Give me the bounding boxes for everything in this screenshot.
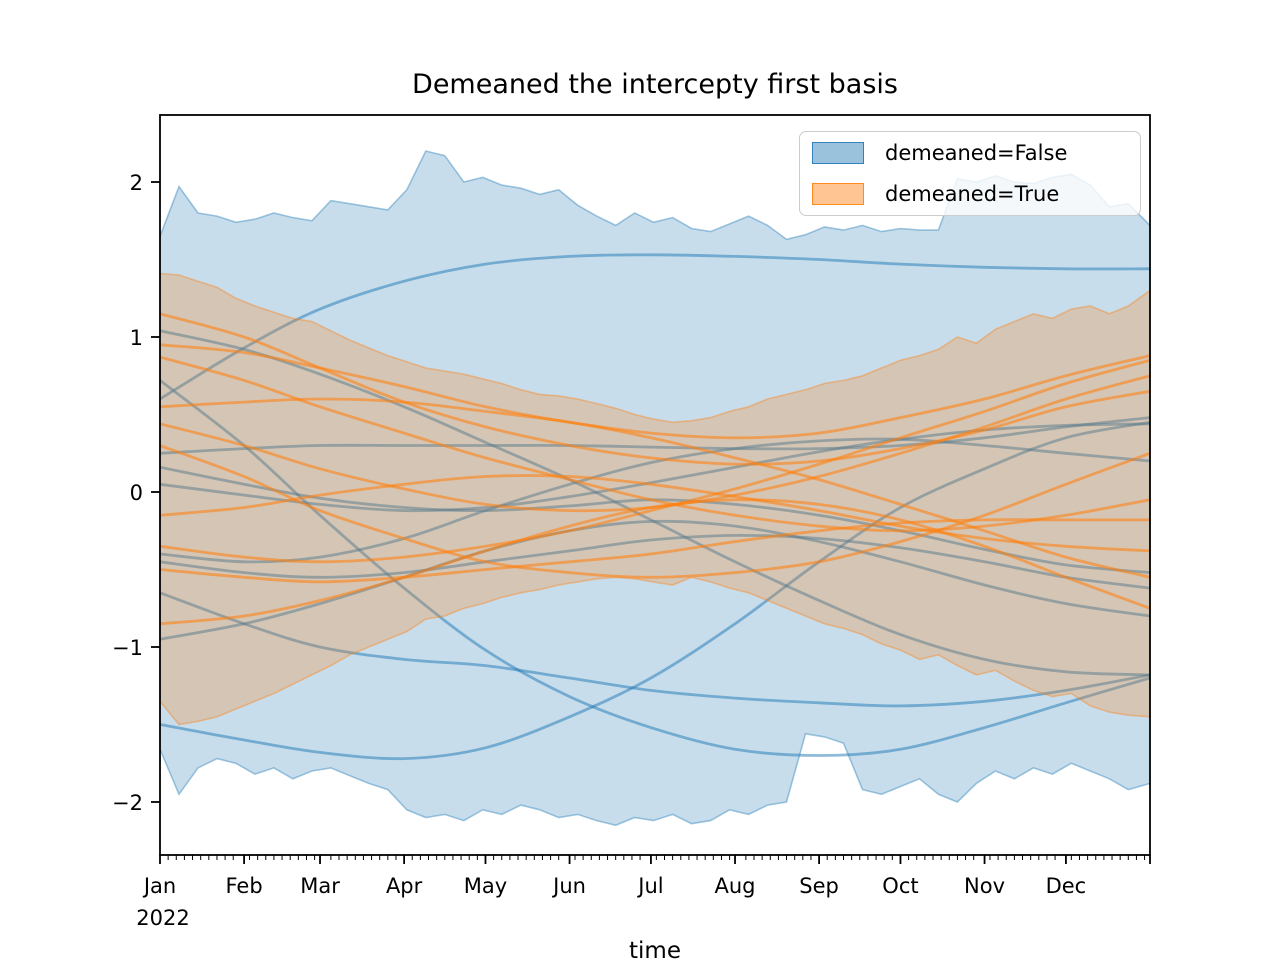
sample-line: [160, 474, 1150, 553]
x-tick-label: Mar: [300, 874, 340, 898]
x-tick-label: Jan: [142, 874, 176, 898]
sample-line: [160, 343, 1150, 440]
sample-line: [160, 498, 1150, 626]
band-lower-edge: [160, 732, 1150, 827]
legend-swatch-blue-icon: [812, 142, 864, 164]
legend-label: demeaned=True: [885, 182, 1060, 206]
x-tick-label: Sep: [799, 874, 839, 898]
x-tick-label: Oct: [882, 874, 918, 898]
y-axis: 2 1 0 −1 −2: [112, 171, 160, 815]
legend-item-demeaned-true: demeaned=True: [812, 182, 1128, 206]
x-tick-label: Jun: [551, 874, 586, 898]
sample-line: [160, 379, 1150, 757]
sample-line: [160, 518, 1150, 584]
plot-area: [160, 150, 1150, 827]
x-tick-label: May: [464, 874, 507, 898]
sample-line: [160, 397, 1150, 579]
x-axis: Jan Feb Mar Apr May Jun Jul Aug Sep Oct Nov Dec 2022: [136, 855, 1151, 930]
y-tick-label: 1: [130, 326, 143, 350]
confidence-band: [160, 151, 1150, 826]
y-tick-label: 2: [130, 171, 143, 195]
sample-line: [160, 437, 1150, 564]
sample-line: [160, 591, 1150, 708]
sample-line: [160, 533, 1150, 590]
x-tick-label: Dec: [1046, 874, 1087, 898]
legend-label: demeaned=False: [885, 141, 1068, 165]
band-lower-edge: [160, 576, 1150, 726]
sample-line: [160, 329, 1150, 677]
x-tick-label: Nov: [964, 874, 1005, 898]
y-tick-label: −2: [112, 791, 143, 815]
sample-line: [160, 420, 1150, 761]
legend-item-demeaned-false: demeaned=False: [812, 141, 1128, 165]
x-tick-label: Jul: [636, 874, 663, 898]
x-tick-label: Apr: [386, 874, 423, 898]
y-tick-label: 0: [130, 481, 143, 505]
axes-spines: [159, 114, 1151, 856]
sample-line: [160, 519, 1150, 641]
series-group-true: [160, 272, 1150, 726]
sample-line: [160, 253, 1150, 401]
x-tick-year-label: 2022: [136, 906, 189, 930]
sample-line: [160, 358, 1150, 564]
chart-title: Demeaned the intercepty first basis: [412, 69, 898, 100]
sample-line: [160, 416, 1150, 455]
series-group-false: [160, 150, 1150, 827]
x-tick-label: Feb: [225, 874, 262, 898]
x-axis-label: time: [629, 938, 681, 960]
band-upper-edge: [160, 272, 1150, 424]
sample-line: [160, 444, 1150, 579]
y-tick-label: −1: [112, 636, 143, 660]
legend: demeaned=False demeaned=True: [799, 131, 1141, 216]
x-tick-label: Aug: [715, 874, 756, 898]
sample-line: [160, 355, 1150, 533]
legend-swatch-orange-icon: [812, 183, 864, 205]
